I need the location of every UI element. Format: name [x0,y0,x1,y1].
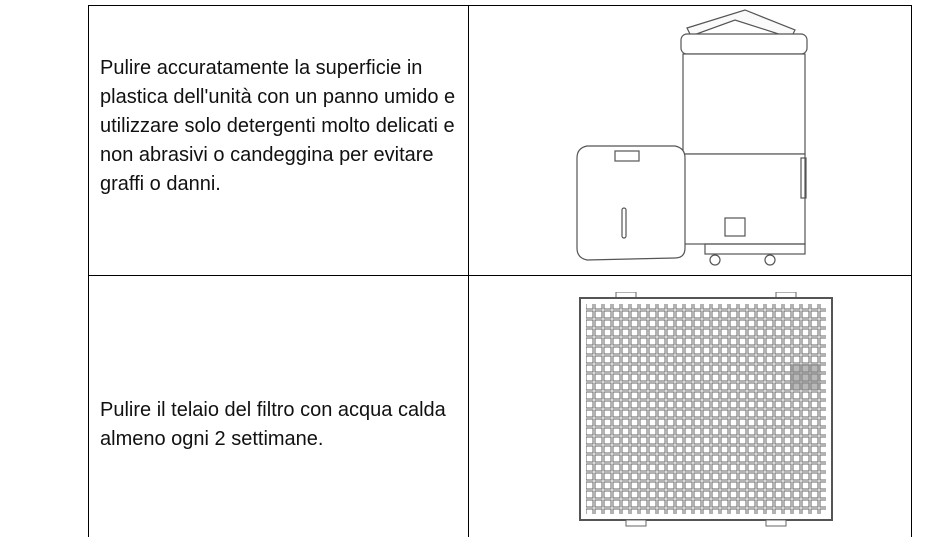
table-border [468,5,469,537]
table-border [88,275,912,276]
dehumidifier-illustration [576,9,808,266]
cell-text: Pulire accuratamente la superficie in pl… [100,57,456,195]
filter-illustration [579,292,833,527]
table-border [88,5,912,6]
cell-text: Pulire il telaio del filtro con acqua ca… [100,399,446,450]
table-border [88,5,89,537]
table-border [911,5,912,537]
